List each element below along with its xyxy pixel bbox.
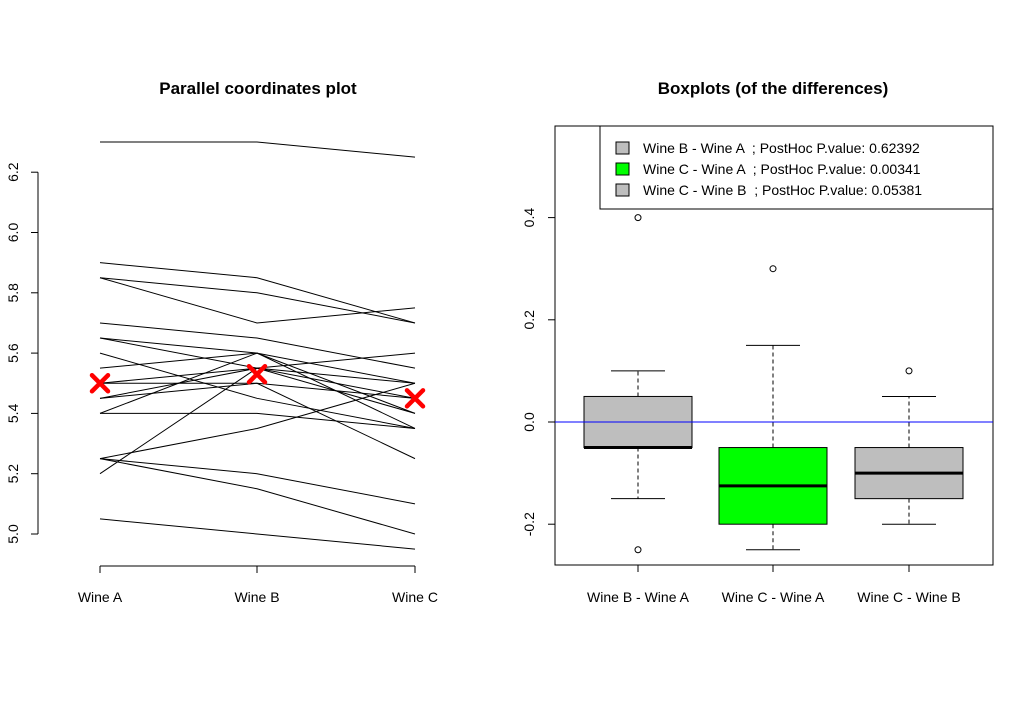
boxplot-boxes	[555, 214, 993, 554]
outlier-point	[905, 367, 913, 375]
outlier-point	[769, 265, 777, 273]
y-tick-label: 5.4	[5, 403, 21, 423]
legend-entry: Wine C - Wine A ; PostHoc P.value: 0.003…	[615, 161, 921, 177]
parallel-line	[99, 458, 416, 505]
mean-markers	[89, 363, 426, 409]
mean-marker-stroke	[404, 388, 426, 409]
mean-marker-stroke	[246, 363, 268, 385]
parallel-line	[99, 458, 416, 535]
y-tick-label: 5.6	[5, 343, 21, 363]
y-tick-label: 5.2	[5, 464, 21, 484]
legend-label: Wine B - Wine A ; PostHoc P.value: 0.623…	[643, 140, 920, 156]
boxplot-legend: Wine B - Wine A ; PostHoc P.value: 0.623…	[599, 125, 994, 210]
x-tick-label: Wine A	[78, 589, 123, 605]
parallel-line	[100, 412, 416, 429]
x-tick-label: Wine C	[392, 589, 438, 605]
parallel-plot-title: Parallel coordinates plot	[159, 79, 357, 98]
x-tick-label: Wine C - Wine A	[722, 589, 825, 605]
boxplot-box	[854, 367, 964, 525]
boxplot-box	[583, 214, 693, 554]
legend-swatch	[615, 162, 630, 176]
legend-swatch	[615, 141, 630, 155]
legend-label: Wine C - Wine B ; PostHoc P.value: 0.053…	[643, 182, 922, 198]
mean-marker	[404, 388, 426, 409]
parallel-y-axis: 5.0 5.2 5.4 5.6 5.8 6.0 6.2	[5, 162, 39, 544]
parallel-line	[99, 277, 416, 324]
boxplot-x-axis: Wine B - Wine A Wine C - Wine A Wine C - W…	[587, 564, 961, 605]
y-tick-label: 0.0	[521, 412, 537, 432]
legend-label: Wine C - Wine A ; PostHoc P.value: 0.003…	[643, 161, 921, 177]
legend-swatch	[615, 183, 630, 197]
boxplot-panel: Boxplots (of the differences) -0.2 0.0 0.2…	[521, 79, 994, 605]
y-tick-label: 6.2	[5, 162, 21, 182]
parallel-line	[99, 352, 416, 429]
boxplot-y-axis: -0.2 0.0 0.2 0.4	[521, 208, 556, 536]
parallel-lines	[99, 141, 416, 550]
legend-entry: Wine C - Wine B ; PostHoc P.value: 0.053…	[615, 182, 922, 198]
x-tick-label: Wine C - Wine B	[857, 589, 960, 605]
parallel-x-axis: Wine A Wine B Wine C	[78, 565, 438, 605]
parallel-line	[99, 382, 416, 460]
parallel-line	[99, 518, 416, 550]
parallel-coordinates-panel: Parallel coordinates plot 5.05.25.45.65.…	[5, 79, 438, 605]
y-tick-label: 6.0	[5, 223, 21, 243]
parallel-line	[99, 322, 416, 369]
parallel-line	[99, 262, 416, 324]
mean-marker	[246, 363, 268, 385]
parallel-line	[99, 352, 416, 429]
legend-frame	[599, 125, 994, 210]
parallel-line	[100, 382, 416, 399]
legend-entry: Wine B - Wine A ; PostHoc P.value: 0.623…	[615, 140, 920, 156]
y-tick-label: 5.0	[5, 524, 21, 544]
parallel-line	[100, 141, 416, 158]
parallel-line	[99, 367, 416, 475]
boxplot-title: Boxplots (of the differences)	[658, 79, 888, 98]
boxplot-box	[718, 265, 828, 551]
mean-marker-stroke	[89, 373, 111, 394]
x-tick-label: Wine B	[234, 589, 279, 605]
y-tick-label: 5.8	[5, 283, 21, 303]
x-tick-label: Wine B - Wine A	[587, 589, 690, 605]
y-tick-label: 0.4	[521, 208, 537, 228]
y-tick-label: 0.2	[521, 310, 537, 330]
mean-marker	[89, 373, 111, 394]
parallel-line	[99, 382, 416, 460]
outlier-point	[634, 546, 642, 554]
y-tick-label: -0.2	[521, 512, 537, 536]
parallel-line	[99, 277, 416, 324]
outlier-point	[634, 214, 642, 222]
